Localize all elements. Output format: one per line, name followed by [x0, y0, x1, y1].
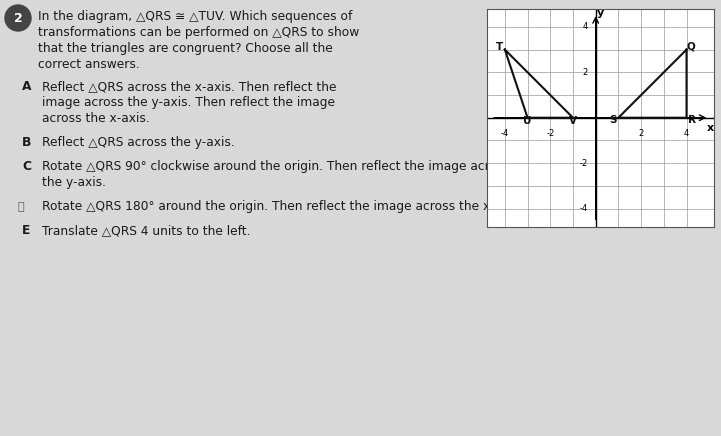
Text: 2: 2 — [14, 13, 22, 25]
Text: B: B — [22, 136, 32, 149]
Text: that the triangles are congruent? Choose all the: that the triangles are congruent? Choose… — [38, 42, 333, 55]
Text: 2: 2 — [639, 129, 644, 138]
Text: Rotate △QRS 90° clockwise around the origin. Then reflect the image across: Rotate △QRS 90° clockwise around the ori… — [42, 160, 510, 173]
Text: R: R — [688, 116, 696, 126]
Text: -4: -4 — [580, 204, 588, 213]
Text: across the x-axis.: across the x-axis. — [42, 112, 150, 125]
Text: 4: 4 — [684, 129, 689, 138]
Circle shape — [5, 5, 31, 31]
Text: Reflect △QRS across the y-axis.: Reflect △QRS across the y-axis. — [42, 136, 235, 149]
Text: -2: -2 — [580, 159, 588, 167]
Text: In the diagram, △QRS ≅ △TUV. Which sequences of: In the diagram, △QRS ≅ △TUV. Which seque… — [38, 10, 353, 23]
Text: Reflect △QRS across the x-axis. Then reflect the: Reflect △QRS across the x-axis. Then ref… — [42, 80, 337, 93]
Text: S: S — [610, 116, 617, 126]
Text: C: C — [22, 160, 31, 173]
Text: x: x — [707, 123, 714, 133]
Text: 🏫: 🏫 — [18, 202, 25, 212]
Text: U: U — [523, 116, 532, 126]
Text: y: y — [597, 8, 604, 18]
Text: 2: 2 — [583, 68, 588, 77]
Text: V: V — [569, 116, 577, 126]
Text: transformations can be performed on △QRS to show: transformations can be performed on △QRS… — [38, 26, 359, 39]
Text: -4: -4 — [500, 129, 509, 138]
Text: -2: -2 — [546, 129, 554, 138]
Text: A: A — [22, 80, 32, 93]
Text: the y-axis.: the y-axis. — [42, 176, 106, 189]
Text: Q: Q — [686, 42, 695, 52]
Text: 4: 4 — [583, 22, 588, 31]
Text: image across the y-axis. Then reflect the image: image across the y-axis. Then reflect th… — [42, 96, 335, 109]
Text: Rotate △QRS 180° around the origin. Then reflect the image across the x-axis.: Rotate △QRS 180° around the origin. Then… — [42, 200, 523, 213]
Text: correct answers.: correct answers. — [38, 58, 140, 71]
Text: T: T — [496, 42, 503, 52]
Text: E: E — [22, 224, 30, 237]
Text: Translate △QRS 4 units to the left.: Translate △QRS 4 units to the left. — [42, 224, 250, 237]
